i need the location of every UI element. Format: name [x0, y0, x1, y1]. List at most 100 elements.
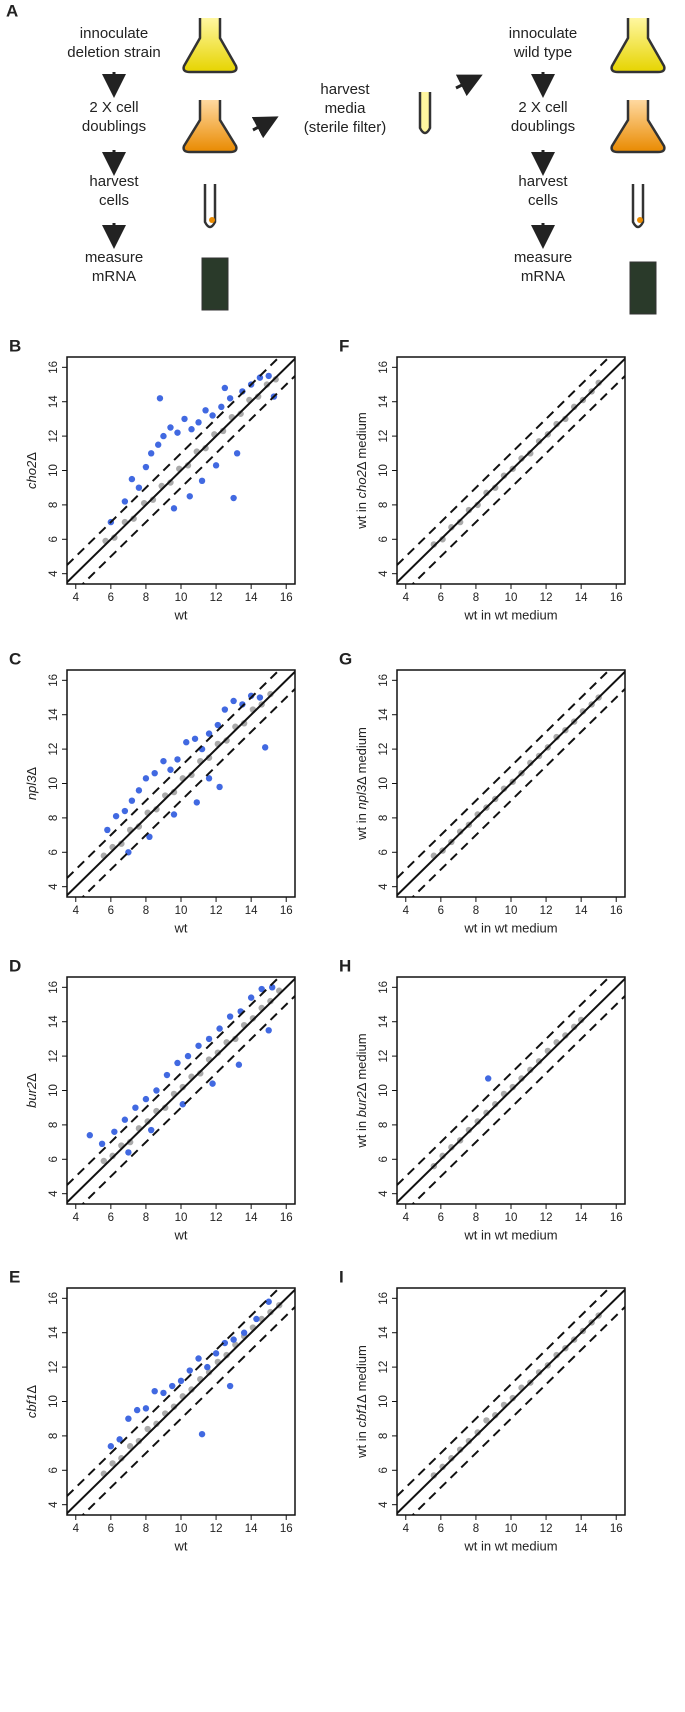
y-tick-label: 4 — [378, 1501, 390, 1508]
scatter-chart: E 4 6 8 10 12 14 16 4 6 8 10 12 14 16 wt cbf1Δ — [9, 1267, 296, 1553]
point — [263, 381, 271, 388]
point — [535, 1058, 543, 1065]
point — [219, 427, 227, 435]
point — [135, 484, 143, 491]
point — [254, 393, 262, 400]
point — [184, 1052, 192, 1060]
reference-line — [67, 670, 281, 879]
y-axis-label-part: wt in — [354, 810, 369, 841]
point — [125, 1149, 132, 1156]
y-tick-label: 14 — [378, 1326, 390, 1339]
point — [109, 1460, 116, 1467]
point — [509, 1083, 516, 1091]
point — [465, 1126, 473, 1134]
x-tick-label: 8 — [143, 592, 149, 604]
x-tick-label: 8 — [473, 1212, 479, 1224]
step-text: mRNA — [521, 268, 565, 285]
point — [126, 1443, 134, 1450]
point — [112, 812, 120, 820]
y-axis-label-part: Δ — [24, 452, 39, 461]
y-axis-label-part: bur2 — [24, 1081, 39, 1108]
point — [485, 1075, 492, 1082]
y-tick-label: 12 — [378, 1050, 390, 1063]
point — [562, 415, 569, 423]
point — [492, 1101, 499, 1108]
point — [448, 1455, 455, 1462]
reference-line — [67, 977, 281, 1186]
x-tick-label: 12 — [540, 592, 553, 604]
y-tick-label: 14 — [48, 1015, 60, 1028]
point — [135, 823, 143, 830]
reference-line — [411, 688, 625, 897]
point — [209, 412, 216, 419]
plot-area — [67, 977, 295, 1204]
point — [198, 477, 206, 485]
point — [205, 754, 213, 761]
y-tick-label: 10 — [378, 777, 390, 790]
x-axis-label: wt in wt medium — [463, 607, 557, 622]
point — [518, 455, 525, 462]
point — [448, 1144, 455, 1151]
point — [209, 1080, 216, 1087]
reference-line — [67, 671, 295, 896]
scatter-chart: F 4 6 8 10 12 14 16 4 6 8 10 12 14 16 wt in wt medium wt… — [339, 336, 626, 622]
y-tick-label: 14 — [378, 1015, 390, 1028]
x-tick-label: 14 — [575, 905, 588, 917]
point — [595, 379, 602, 386]
point — [177, 1377, 185, 1385]
point — [212, 462, 220, 469]
point — [218, 403, 225, 411]
y-tick-label: 4 — [48, 1190, 60, 1197]
point — [170, 1403, 178, 1410]
x-tick-label: 8 — [473, 1523, 479, 1535]
y-tick-label: 16 — [48, 361, 60, 374]
point — [174, 429, 181, 436]
reference-line — [397, 670, 611, 879]
step-text: innoculate — [80, 25, 148, 42]
reference-line — [397, 1289, 625, 1514]
y-tick-label: 14 — [48, 395, 60, 408]
point — [483, 1109, 490, 1117]
x-tick-label: 16 — [610, 1523, 623, 1535]
point — [214, 721, 222, 729]
x-tick-label: 10 — [175, 1212, 188, 1224]
point — [179, 1083, 186, 1091]
point — [465, 506, 473, 514]
x-axis-label: wt — [174, 607, 188, 622]
point — [186, 493, 193, 500]
step-text: harvest — [89, 173, 139, 190]
scatter-chart: I 4 6 8 10 12 14 16 4 6 8 10 12 14 16 wt in wt medium wt… — [339, 1267, 626, 1553]
x-tick-label: 4 — [403, 592, 410, 604]
x-tick-label: 6 — [438, 1523, 444, 1535]
reference-line — [397, 671, 625, 896]
reference-line — [67, 357, 281, 566]
panel-label: F — [339, 336, 349, 355]
point — [527, 450, 534, 457]
point — [188, 771, 195, 779]
point — [267, 997, 274, 1005]
scatter-chart: G 4 6 8 10 12 14 16 4 6 8 10 12 14 16 wt in wt medium wt… — [339, 649, 626, 935]
y-tick-label: 14 — [378, 395, 390, 408]
point — [104, 826, 111, 834]
y-axis-label-part: Δ — [24, 767, 39, 776]
y-tick-label: 10 — [48, 777, 60, 790]
point — [151, 1387, 158, 1395]
point — [169, 1382, 176, 1390]
point — [186, 1367, 193, 1374]
point — [261, 744, 269, 751]
reference-line — [397, 357, 611, 566]
point — [155, 441, 162, 448]
x-tick-label: 10 — [505, 1212, 518, 1224]
point — [142, 463, 150, 471]
point — [267, 690, 274, 698]
point — [483, 489, 490, 497]
x-tick-label: 6 — [438, 592, 444, 604]
point — [474, 501, 481, 509]
step-text: (sterile filter) — [304, 119, 387, 136]
point — [239, 701, 246, 708]
x-axis-label: wt in wt medium — [463, 1227, 557, 1242]
point — [197, 1070, 204, 1077]
x-tick-label: 6 — [108, 1212, 114, 1224]
step-text: measure — [514, 249, 572, 266]
